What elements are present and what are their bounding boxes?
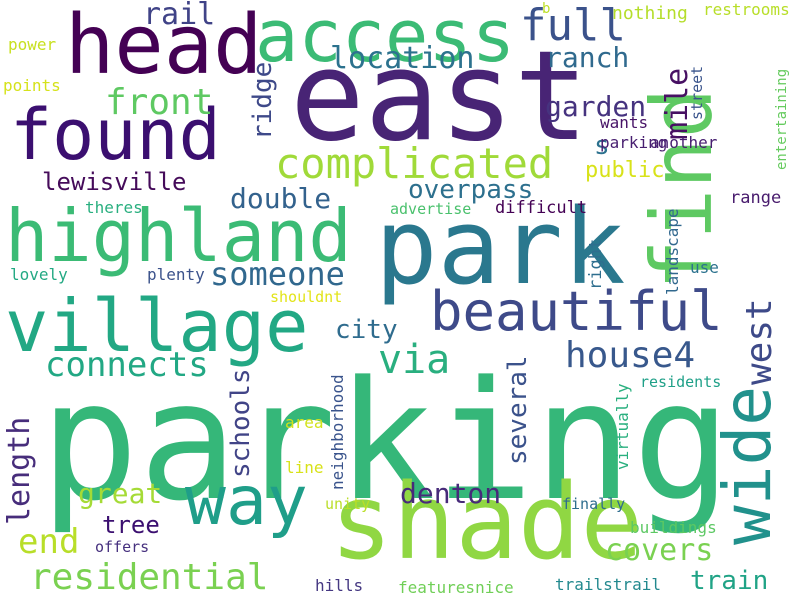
word-buildings: buildings: [630, 518, 717, 537]
word-location: location: [330, 41, 475, 76]
word-use: use: [690, 258, 719, 277]
word-street: street: [688, 65, 706, 120]
word-public: public: [585, 158, 665, 183]
word-ridge: ridge: [248, 61, 278, 140]
word-highland: highland: [5, 194, 352, 278]
word-range: range: [730, 188, 782, 208]
word-way: way: [185, 462, 308, 541]
word-difficult: difficult: [495, 198, 588, 218]
word-beautiful: beautiful: [430, 280, 723, 343]
word-s: s: [594, 131, 610, 161]
word-via: via: [378, 337, 451, 383]
word-park: park: [375, 186, 626, 308]
word-area: area: [285, 413, 324, 432]
word-b: b: [542, 1, 551, 17]
word-head: head: [65, 0, 263, 93]
word-nothing: nothing: [612, 3, 688, 24]
word-lovely: lovely: [10, 265, 68, 284]
word-another: another: [650, 133, 718, 152]
word-offers: offers: [95, 538, 150, 556]
word-line: line: [285, 458, 324, 477]
word-complicated: complicated: [275, 139, 554, 188]
word-denton: denton: [400, 477, 502, 510]
word-landscape: landscape: [663, 208, 682, 295]
word-someone: someone: [210, 255, 345, 293]
word-village: village: [5, 284, 309, 368]
word-full: full: [520, 0, 626, 51]
word-shouldnt: shouldnt: [270, 288, 343, 306]
word-city: city: [335, 315, 398, 345]
word-length: length: [2, 416, 37, 525]
word-neighborhood: neighborhood: [328, 374, 347, 490]
word-wide: wide: [709, 386, 786, 545]
word-plenty: plenty: [147, 265, 205, 284]
word-west: west: [739, 298, 780, 385]
word-residents: residents: [640, 373, 722, 391]
word-unity: unity: [325, 495, 371, 513]
word-house4: house4: [565, 335, 696, 376]
word-entertaining: entertaining: [774, 68, 790, 170]
word-trailstrail: trailstrail: [555, 575, 661, 594]
word-rail: rail: [143, 0, 216, 32]
word-restrooms: restrooms: [703, 0, 790, 19]
word-wants: wants: [600, 113, 649, 132]
word-power: power: [8, 35, 57, 54]
word-right: right: [586, 238, 606, 290]
word-schools: schools: [226, 368, 256, 478]
word-advertise: advertise: [390, 200, 472, 218]
word-end: end: [18, 522, 80, 562]
word-shade: shade: [330, 461, 644, 583]
word-garden: garden: [545, 90, 647, 123]
word-found: found: [10, 94, 221, 176]
word-finally: finally: [562, 495, 626, 513]
word-ranch: ranch: [545, 41, 630, 74]
word-access: access: [255, 0, 516, 78]
word-hills: hills: [315, 576, 364, 595]
word-train: train: [690, 566, 769, 596]
word-virtually: virtually: [613, 383, 632, 470]
word-parking-2: parking: [600, 133, 668, 152]
word-tree: tree: [102, 511, 160, 539]
word-several: several: [503, 355, 533, 465]
word-overpass: overpass: [408, 175, 534, 205]
word-lewisville: lewisville: [42, 168, 187, 196]
word-residential: residential: [30, 557, 269, 598]
word-front: front: [105, 82, 214, 123]
word-points: points: [3, 76, 61, 95]
word-connects: connects: [45, 345, 209, 385]
word-great: great: [78, 477, 163, 510]
word-double: double: [230, 182, 332, 215]
word-east: east: [290, 25, 589, 169]
word-covers: covers: [605, 533, 714, 568]
word-theres: theres: [85, 198, 143, 217]
word-parking: parking: [40, 346, 732, 537]
word-featuresnice: featuresnice: [398, 578, 514, 597]
